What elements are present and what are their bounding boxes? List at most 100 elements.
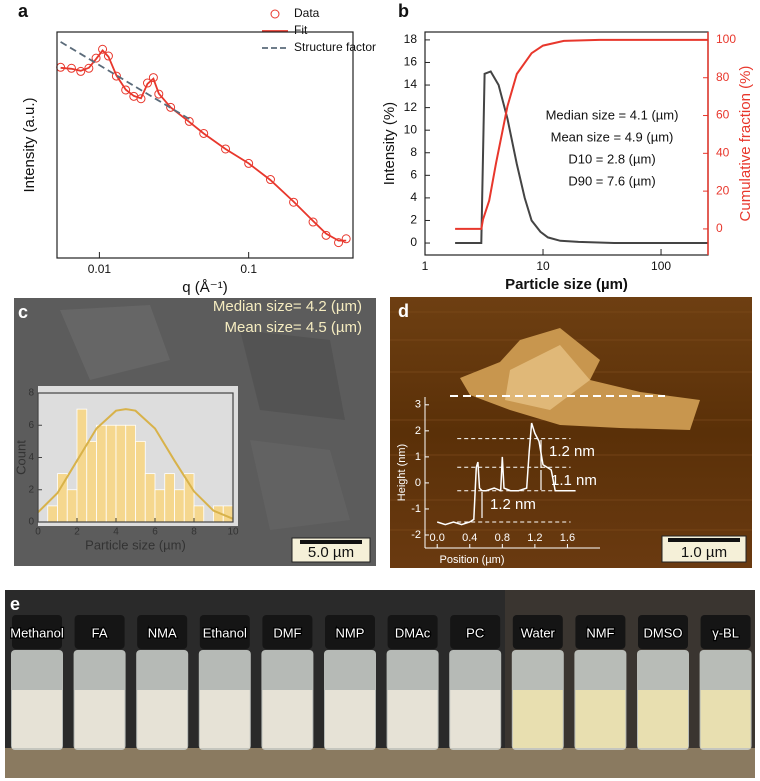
histogram-bar [47,505,58,523]
histogram-bar [96,424,107,523]
y2-axis-label: Cumulative fraction (%) [737,66,754,222]
vial-cap [325,615,375,649]
vial-cap [199,615,250,649]
y-tick-label: 8 [410,145,417,159]
x-axis-label: Position (µm) [439,554,504,566]
histogram-bar [174,489,185,523]
panel-label: c [18,302,28,322]
y-tick-label: 4 [410,190,417,204]
x-tick-label: 2 [74,527,80,538]
annotation: D10 = 2.8 (µm) [568,151,655,166]
y-tick-label: 0 [410,235,417,249]
sem-flake [60,305,170,380]
vial-cap [450,615,501,649]
histogram-bar [135,440,146,523]
x-tick-label: 0.0 [430,532,445,544]
y-tick-label: 2 [28,484,34,495]
x-tick-label: 10 [227,527,239,538]
vial-liquid [638,690,688,748]
x-axis-label: Particle size (µm) [85,537,186,552]
data-point [76,66,86,76]
data-point [142,78,152,88]
vial-label: PC [466,625,484,640]
y-tick-label: 2 [410,213,417,227]
data-point [334,238,344,248]
panel-label: b [398,1,409,21]
vial-label: DMF [273,625,301,640]
histogram-bar [76,408,88,523]
histogram-bar [164,473,175,523]
data-point [265,175,275,185]
x-tick-label: 10 [536,259,550,273]
x-tick-label: 1.6 [560,532,575,544]
vial-liquid [700,690,751,748]
histogram-bar [154,489,166,523]
x-tick-label: 0.8 [495,532,510,544]
y-tick-label: 1 [415,451,421,463]
annotation: 1.1 nm [551,472,597,489]
histogram-bar [193,505,205,523]
data-point [221,144,231,154]
vial-cap [387,615,438,649]
vial-liquid [325,690,375,748]
vial-cap [137,615,188,649]
scale-bar-label: 5.0 µm [308,544,354,561]
series-line [455,38,708,230]
vial-liquid [575,690,626,748]
vial-cap [512,615,563,649]
vial-cap [12,615,62,649]
data-point [154,89,164,99]
fit-line [60,49,347,242]
data-point [84,63,94,73]
histogram-bar [125,424,136,523]
plot-frame [37,392,234,523]
x-tick-label: 0.01 [88,262,112,276]
vial-liquid [387,690,438,748]
y-tick-label: 6 [410,167,417,181]
y2-tick-label: 0 [716,221,723,235]
annotation: Mean size = 4.9 (µm) [551,129,674,144]
vial-cap [575,615,626,649]
y2-tick-label: 80 [716,70,730,84]
vial-cap [74,615,125,649]
data-point [308,217,318,227]
x-tick-label: 100 [651,259,671,273]
y-tick-label: 10 [404,122,418,136]
legend-symbol [270,9,280,19]
vial-label: DMAc [395,625,431,640]
structure-factor-line [60,41,190,120]
histogram-bar [222,505,234,523]
vial-label: FA [92,625,108,640]
vial-liquid [12,690,62,748]
annotation: Median size= 4.2 (µm) [213,298,362,315]
data-point [91,53,101,63]
data-point [166,102,176,112]
vial-label: Water [521,625,556,640]
vial-label: γ-BL [712,625,739,640]
y-axis-label: Height (nm) [396,444,408,501]
vial-liquid [450,690,501,748]
vial-liquid [199,690,250,748]
panel-label: d [398,301,409,321]
x-tick-label: 0.1 [240,262,257,276]
vial-liquid [74,690,125,748]
sem-flake [250,440,350,530]
fit-curve [37,408,234,520]
annotation: D90 = 7.6 (µm) [568,173,655,188]
vial-cap [638,615,688,649]
legend-label: Data [294,6,320,20]
x-axis-label: Particle size (µm) [505,276,628,293]
panel-label: e [10,594,20,614]
y-tick-label: 8 [28,388,34,399]
plot-frame [56,31,354,259]
vial-cap [262,615,313,649]
afm-flake-top [505,345,590,410]
y2-tick-label: 40 [716,145,730,159]
y-tick-label: 0 [28,517,34,528]
x-tick-label: 0.4 [462,532,477,544]
x-tick-label: 0 [35,527,41,538]
histogram-bar [183,473,195,523]
vial-label: Ethanol [203,625,247,640]
y-tick-label: 4 [28,452,34,463]
